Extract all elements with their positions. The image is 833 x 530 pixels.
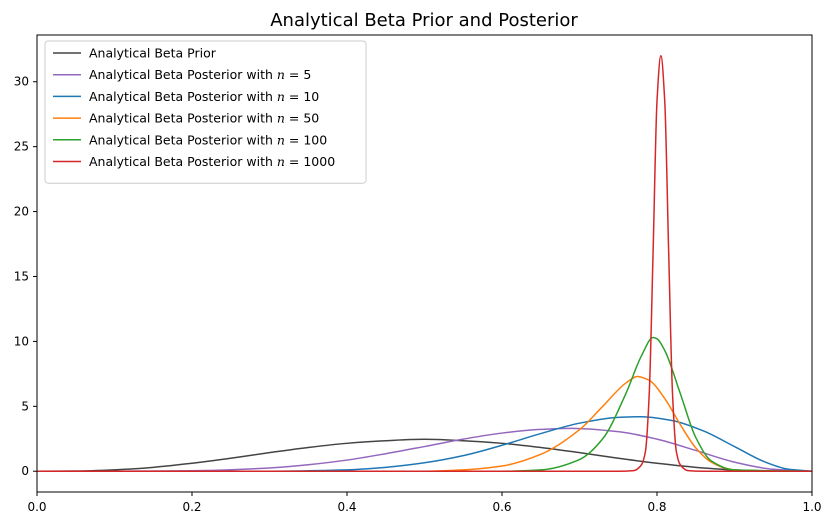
x-tick-label-4: 0.8 — [647, 500, 666, 514]
legend-label-0: Analytical Beta Prior — [89, 46, 217, 61]
plot-frame — [36, 34, 813, 493]
series-line-1 — [36, 427, 813, 472]
legend: Analytical Beta Prior Analytical Beta Pos… — [44, 40, 367, 184]
x-tick-label-0: 0.0 — [27, 500, 46, 514]
x-tick-label-1: 0.2 — [182, 500, 201, 514]
y-tick-label-0: 0 — [21, 464, 29, 478]
legend-label-5: Analytical Beta Posterior with n = 1000 — [89, 154, 335, 169]
legend-label-2: Analytical Beta Posterior with n = 10 — [89, 89, 319, 104]
x-tick-label-2: 0.4 — [337, 500, 356, 514]
x-axis: 0.0 0.2 0.4 0.6 0.8 1.0 — [27, 492, 822, 514]
legend-label-4: Analytical Beta Posterior with n = 100 — [89, 132, 327, 147]
legend-label-3: Analytical Beta Posterior with n = 50 — [89, 111, 319, 126]
y-tick-label-4: 20 — [14, 205, 29, 219]
y-axis: 0 5 10 15 20 25 30 — [14, 75, 37, 478]
y-tick-label-3: 15 — [14, 269, 29, 283]
y-tick-label-6: 30 — [14, 75, 29, 89]
legend-label-1: Analytical Beta Posterior with n = 5 — [89, 67, 311, 82]
x-tick-label-3: 0.6 — [492, 500, 511, 514]
series-line-0 — [36, 438, 813, 472]
legend-box — [44, 40, 367, 184]
series-line-2 — [36, 415, 813, 472]
y-tick-label-2: 10 — [14, 334, 29, 348]
y-tick-label-1: 5 — [21, 399, 29, 413]
y-tick-label-5: 25 — [14, 140, 29, 154]
x-tick-label-5: 1.0 — [802, 500, 821, 514]
plot-lines — [36, 55, 813, 472]
series-line-5 — [36, 55, 812, 472]
chart-title: Analytical Beta Prior and Posterior — [270, 10, 578, 31]
